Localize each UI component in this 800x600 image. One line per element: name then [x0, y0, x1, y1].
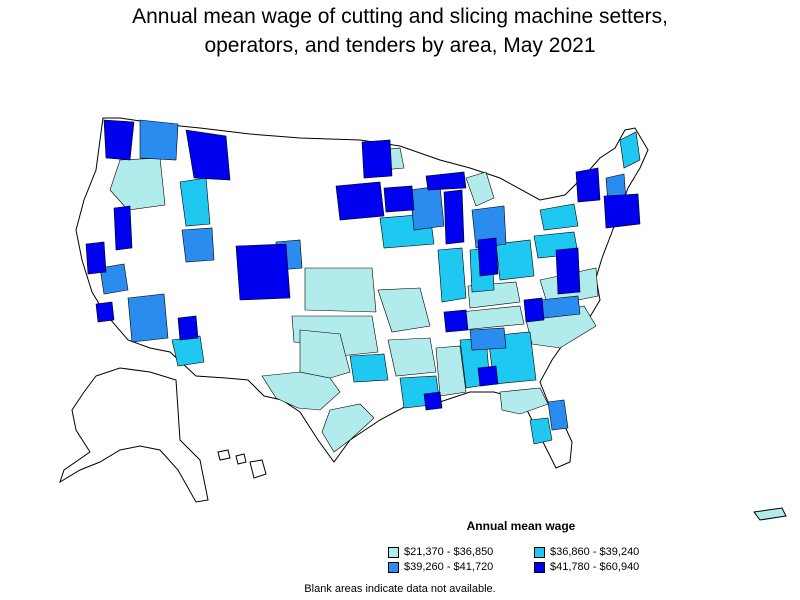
- region-california-central: [99, 263, 129, 295]
- region-kansas: [304, 267, 377, 313]
- region-idaho-north: [179, 177, 211, 227]
- region-florida-central: [547, 399, 569, 431]
- region-vermont: [575, 167, 601, 203]
- hawaii-island-3: [249, 459, 267, 479]
- alaska: [59, 367, 209, 503]
- title-line-1: Annual mean wage of cutting and slicing …: [132, 5, 668, 28]
- region-kentucky-west: [443, 309, 469, 333]
- tier-1-regions: [109, 147, 599, 453]
- region-colorado-denver: [235, 243, 291, 301]
- region-maine: [619, 131, 641, 169]
- region-florida-west: [529, 417, 553, 445]
- region-virginia-north: [555, 247, 581, 295]
- region-wisconsin: [409, 185, 445, 231]
- region-wisconsin-north: [383, 185, 415, 213]
- region-nevada-north: [113, 205, 133, 251]
- legend-label-tier-3: $39,260 - $41,720: [404, 561, 494, 573]
- region-north-carolina: [539, 295, 581, 319]
- footnote: Blank areas indicate data not available.: [304, 583, 496, 595]
- legend-item-tier-1: $21,370 - $36,850: [388, 546, 493, 558]
- region-chicago: [443, 189, 465, 245]
- region-south-carolina: [523, 297, 545, 323]
- region-michigan: [471, 205, 507, 249]
- region-california-bay: [85, 241, 107, 275]
- region-north-dakota-east: [361, 139, 393, 179]
- legend-item-tier-4: $41,780 - $60,940: [534, 561, 639, 573]
- title-line-2: operators, and tenders by area, May 2021: [204, 34, 596, 57]
- puerto-rico-outline: [753, 507, 787, 521]
- region-massachusetts: [603, 193, 641, 229]
- hawaii-island-1: [217, 449, 231, 461]
- region-montana-west: [185, 129, 231, 181]
- region-mississippi: [435, 345, 467, 397]
- region-missouri: [377, 287, 431, 333]
- region-idaho-south: [181, 227, 215, 263]
- hawaii-island-2: [235, 453, 247, 465]
- alaska-outline: [59, 367, 209, 503]
- region-new-york-west: [539, 203, 579, 231]
- region-ohio: [495, 239, 535, 281]
- puerto-rico: [753, 507, 787, 521]
- region-arizona-central: [127, 293, 169, 343]
- legend-label-tier-4: $41,780 - $60,940: [550, 561, 640, 573]
- legend-swatch-tier-4: [534, 561, 545, 573]
- region-tennessee-east: [469, 327, 507, 351]
- legend-item-tier-3: $39,260 - $41,720: [388, 561, 493, 573]
- region-texas-gulf: [321, 403, 375, 453]
- region-texas-central: [299, 329, 351, 379]
- legend-label-tier-2: $36,860 - $39,240: [550, 546, 640, 558]
- legend-swatch-tier-2: [534, 546, 545, 558]
- region-new-mexico: [177, 315, 199, 341]
- tier-4-regions: [85, 119, 641, 411]
- legend-item-tier-2: $36,860 - $39,240: [534, 546, 639, 558]
- region-florida-north: [499, 387, 549, 415]
- legend-swatch-tier-3: [388, 561, 399, 573]
- region-washington-east: [139, 119, 179, 161]
- region-louisiana-coast: [423, 391, 443, 411]
- region-ohio-west: [477, 237, 499, 277]
- region-mississippi-coast: [477, 365, 499, 387]
- hawaii: [217, 449, 267, 479]
- legend-title: Annual mean wage: [466, 519, 576, 533]
- region-michigan-north: [465, 171, 495, 207]
- region-arizona-south: [171, 335, 205, 367]
- legend-swatch-tier-1: [388, 546, 399, 558]
- region-arkansas: [387, 337, 437, 377]
- region-minnesota: [335, 181, 385, 221]
- region-illinois: [437, 247, 467, 303]
- region-washington-west: [103, 119, 135, 161]
- legend-label-tier-1: $21,370 - $36,850: [404, 546, 494, 558]
- map-title: Annual mean wage of cutting and slicing …: [0, 2, 800, 60]
- region-michigan-upper: [425, 171, 467, 191]
- region-california-south: [95, 301, 115, 323]
- region-texas-north: [349, 353, 389, 383]
